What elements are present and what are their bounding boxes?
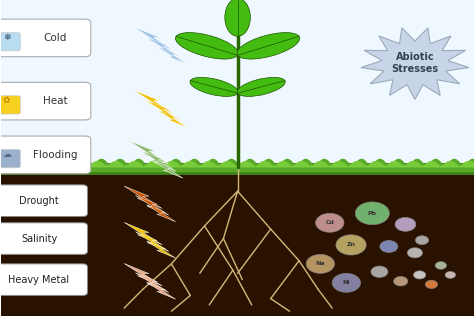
- Text: Zn: Zn: [346, 242, 356, 247]
- Polygon shape: [1, 159, 474, 172]
- Ellipse shape: [190, 77, 238, 96]
- Text: Na: Na: [316, 261, 325, 266]
- Polygon shape: [146, 100, 181, 121]
- Polygon shape: [136, 232, 169, 252]
- FancyBboxPatch shape: [0, 96, 20, 114]
- Circle shape: [332, 273, 361, 292]
- Circle shape: [413, 271, 426, 279]
- Polygon shape: [136, 273, 169, 293]
- Text: Ni: Ni: [343, 280, 350, 285]
- Polygon shape: [134, 27, 174, 51]
- Text: Heavy Metal: Heavy Metal: [9, 275, 70, 285]
- Ellipse shape: [237, 77, 285, 96]
- Polygon shape: [146, 37, 181, 58]
- Polygon shape: [124, 186, 162, 209]
- Circle shape: [371, 266, 388, 277]
- Text: ✿: ✿: [3, 96, 10, 105]
- Polygon shape: [146, 241, 175, 258]
- FancyBboxPatch shape: [0, 185, 88, 216]
- Ellipse shape: [225, 0, 250, 36]
- Text: Cd: Cd: [325, 220, 334, 225]
- Circle shape: [395, 217, 416, 231]
- Polygon shape: [146, 282, 175, 299]
- Polygon shape: [361, 28, 469, 100]
- Bar: [1, 163, 474, 316]
- Circle shape: [306, 254, 335, 273]
- Circle shape: [415, 236, 428, 245]
- Text: ☁: ☁: [2, 150, 11, 159]
- Polygon shape: [124, 222, 162, 245]
- FancyBboxPatch shape: [0, 82, 91, 120]
- Polygon shape: [134, 90, 174, 114]
- Text: Salinity: Salinity: [21, 234, 57, 244]
- FancyBboxPatch shape: [0, 264, 88, 295]
- FancyBboxPatch shape: [0, 223, 88, 254]
- Polygon shape: [1, 161, 474, 167]
- Circle shape: [380, 240, 398, 252]
- Polygon shape: [129, 141, 169, 164]
- Polygon shape: [124, 264, 162, 286]
- FancyBboxPatch shape: [0, 149, 20, 168]
- FancyBboxPatch shape: [0, 33, 20, 51]
- Circle shape: [407, 248, 422, 258]
- FancyBboxPatch shape: [0, 136, 91, 174]
- Ellipse shape: [237, 33, 300, 59]
- Text: ❄: ❄: [3, 33, 10, 42]
- Circle shape: [316, 213, 344, 232]
- Text: Pb: Pb: [368, 211, 377, 216]
- Circle shape: [393, 276, 408, 286]
- Bar: [1, 0, 474, 175]
- Text: Drought: Drought: [19, 196, 59, 206]
- Bar: [1, 163, 474, 175]
- Circle shape: [445, 271, 456, 278]
- Polygon shape: [153, 160, 183, 178]
- Text: Heat: Heat: [43, 96, 68, 106]
- Circle shape: [356, 202, 389, 225]
- Polygon shape: [146, 205, 175, 222]
- Circle shape: [425, 280, 438, 289]
- Text: Cold: Cold: [44, 33, 67, 43]
- Ellipse shape: [175, 33, 238, 59]
- Circle shape: [336, 235, 366, 255]
- Polygon shape: [136, 195, 169, 215]
- Polygon shape: [141, 150, 176, 171]
- Circle shape: [435, 262, 447, 269]
- FancyBboxPatch shape: [0, 19, 91, 57]
- Text: Abiotic
Stresses: Abiotic Stresses: [392, 52, 438, 74]
- Text: Flooding: Flooding: [33, 150, 78, 160]
- Polygon shape: [157, 46, 188, 64]
- Polygon shape: [157, 110, 188, 128]
